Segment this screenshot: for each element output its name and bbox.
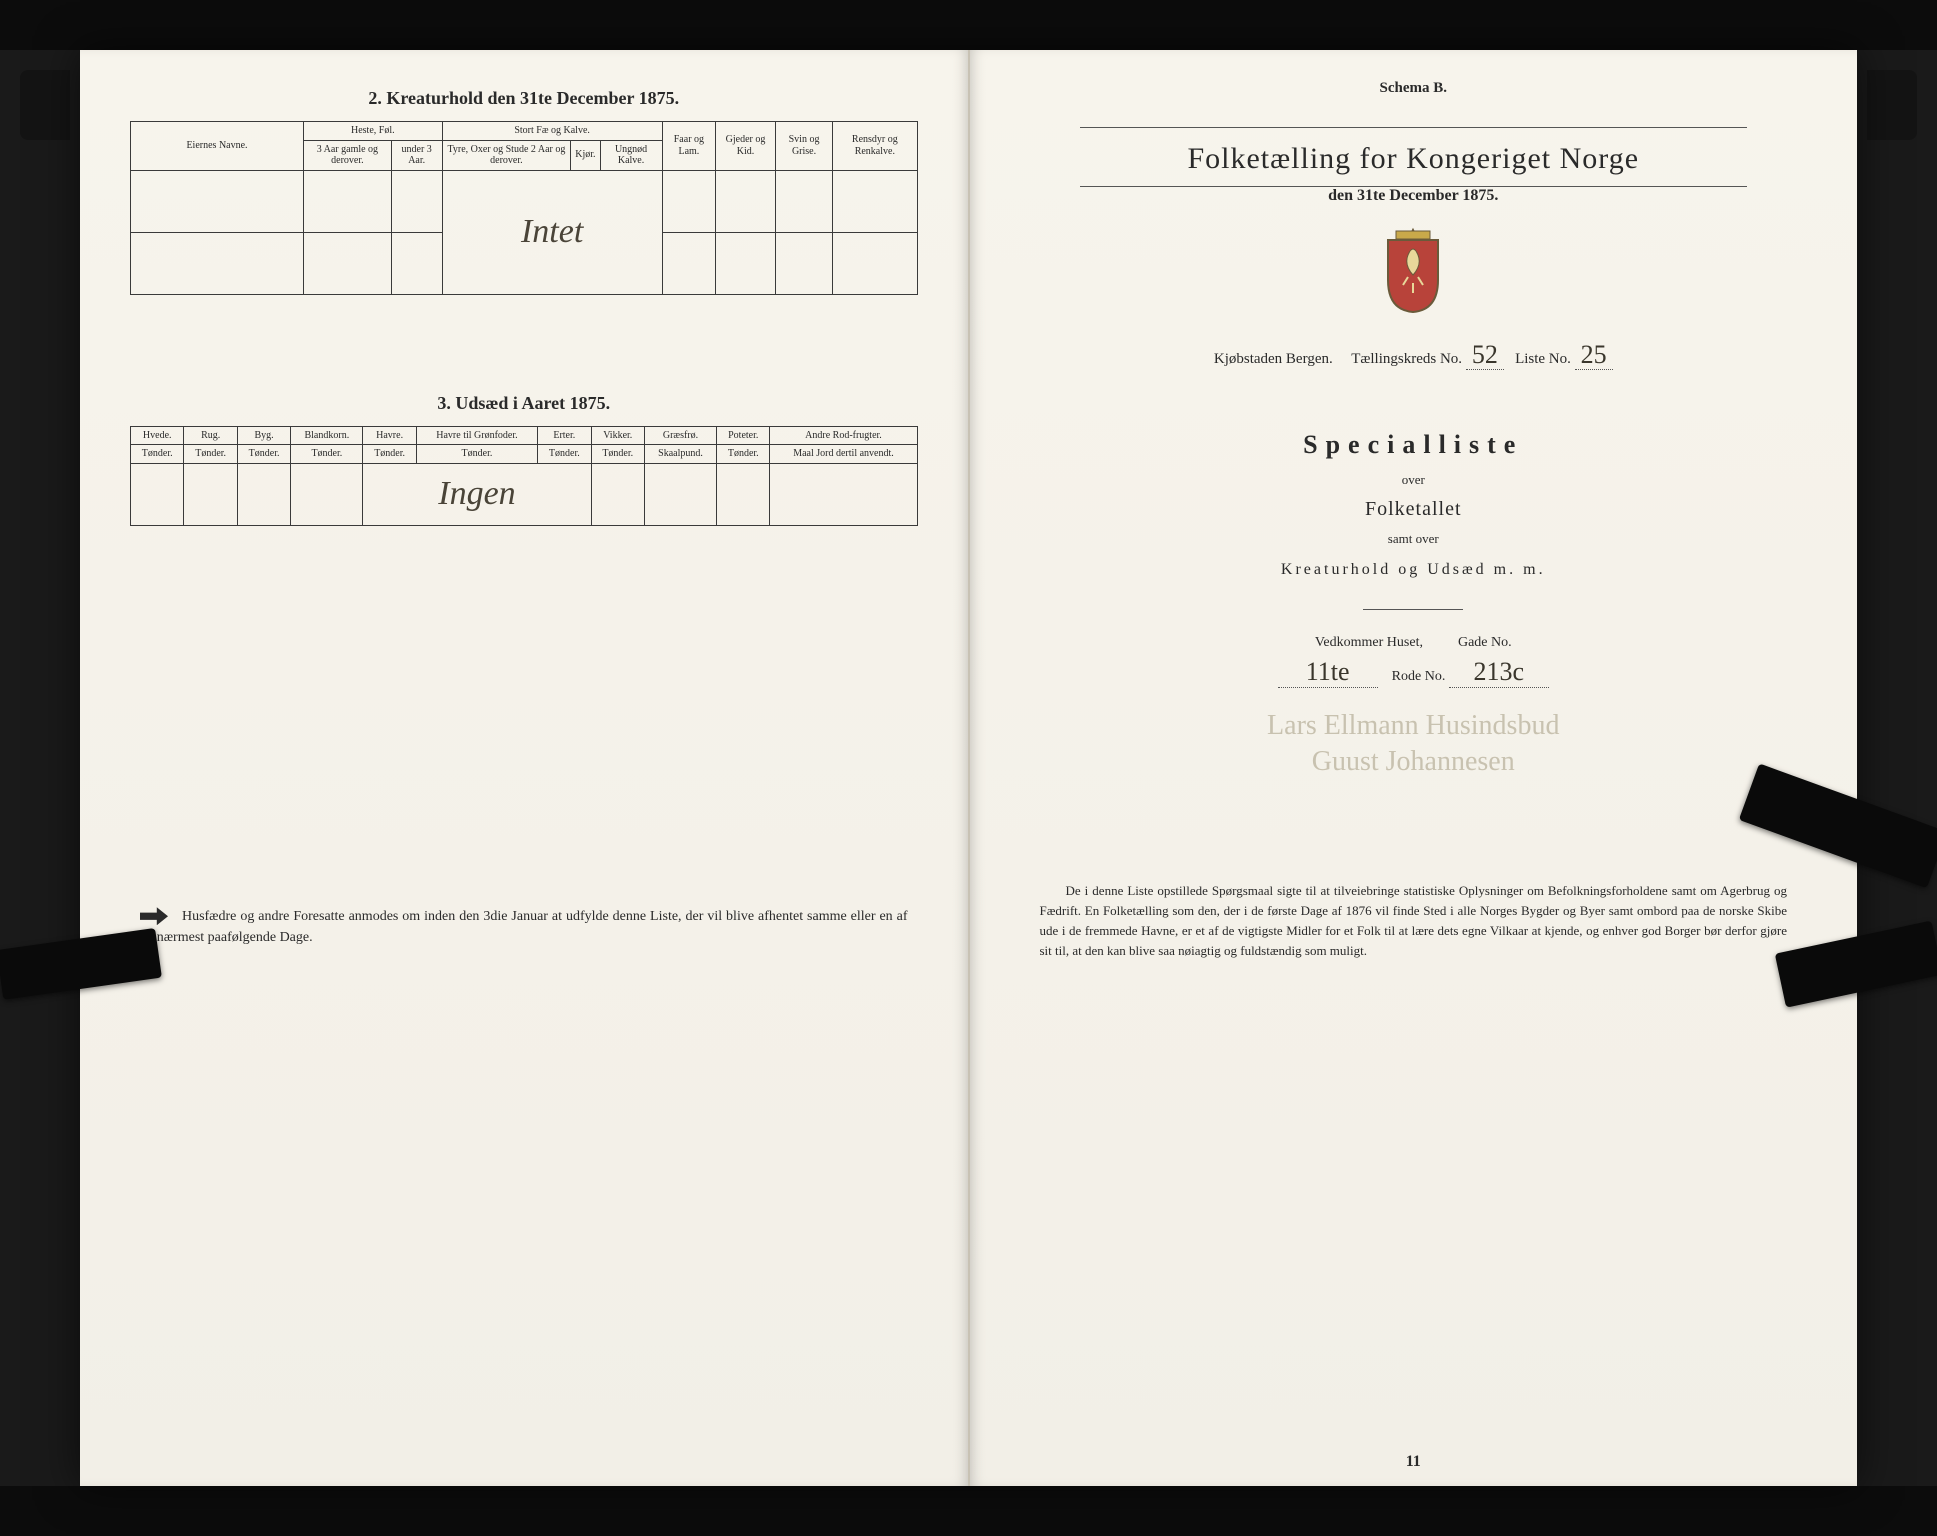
sowing-table: Hvede. Rug. Byg. Blandkorn. Havre. Havre… [130, 426, 918, 526]
cell [717, 463, 770, 525]
th-rye: Rug. [184, 426, 237, 445]
cell [662, 232, 716, 294]
th-potatoes: Poteter. [717, 426, 770, 445]
unit: Tønder. [184, 445, 237, 464]
house-line: Vedkommer Huset, Gade No. [1020, 635, 1808, 651]
th-peas: Erter. [538, 426, 591, 445]
cell [770, 463, 917, 525]
unit: Tønder. [291, 445, 363, 464]
section2-title: 2. Kreaturhold den 31te December 1875. [130, 88, 918, 109]
cell [291, 463, 363, 525]
binder-tab [20, 70, 70, 140]
th-cattle-group: Stort Fæ og Kalve. [442, 122, 662, 141]
cell [775, 232, 832, 294]
th-oats-fodder: Havre til Grønfoder. [416, 426, 537, 445]
livestock-table: Eiernes Navne. Heste, Føl. Stort Fæ og K… [130, 121, 918, 295]
unit: Tønder. [416, 445, 537, 464]
th-barley: Byg. [237, 426, 290, 445]
cell [131, 170, 304, 232]
section3-title: 3. Udsæd i Aaret 1875. [130, 393, 918, 414]
bottom-paragraph: De i denne Liste opstillede Spørgsmaal s… [1020, 881, 1808, 962]
liste-label: Liste No. [1515, 351, 1571, 367]
th-sheep: Faar og Lam. [662, 122, 716, 171]
cell [833, 170, 917, 232]
cell [644, 463, 716, 525]
right-page: Schema B. Folketælling for Kongeriget No… [970, 50, 1858, 1486]
cell [833, 232, 917, 294]
rode-line: 11te Rode No. 213c [1020, 657, 1808, 688]
city-label: Kjøbstaden Bergen. [1214, 351, 1333, 367]
census-date: den 31te December 1875. [1020, 187, 1808, 205]
sowing-handwritten: Ingen [363, 463, 591, 525]
cell [775, 170, 832, 232]
unit: Tønder. [538, 445, 591, 464]
th-pigs: Svin og Grise. [775, 122, 832, 171]
th-horse-a: 3 Aar gamle og derover. [304, 140, 392, 170]
scanner-edge-bottom [0, 1486, 1937, 1536]
kreatur-line: Kreaturhold og Udsæd m. m. [1020, 561, 1808, 579]
unit: Maal Jord dertil anvendt. [770, 445, 917, 464]
th-reindeer: Rensdyr og Renkalve. [833, 122, 917, 171]
cell [131, 463, 184, 525]
faint-line-2: Guust Johannesen [1020, 744, 1808, 780]
samt-label: samt over [1020, 531, 1808, 547]
unit: Tønder. [363, 445, 416, 464]
left-page: 2. Kreaturhold den 31te December 1875. E… [80, 50, 970, 1486]
cell [591, 463, 644, 525]
page-number: 11 [1406, 1453, 1421, 1471]
folketallet-label: Folketallet [1020, 498, 1808, 521]
th-owner: Eiernes Navne. [131, 122, 304, 171]
th-oats: Havre. [363, 426, 416, 445]
th-wheat: Hvede. [131, 426, 184, 445]
th-horse-group: Heste, Føl. [304, 122, 443, 141]
cell [304, 232, 392, 294]
cell [391, 170, 442, 232]
cell [662, 170, 716, 232]
schema-label: Schema B. [1020, 80, 1808, 97]
gade-value: 11te [1278, 657, 1378, 688]
unit: Skaalpund. [644, 445, 716, 464]
th-grass: Græsfrø. [644, 426, 716, 445]
book-spread: 2. Kreaturhold den 31te December 1875. E… [80, 50, 1857, 1486]
th-cattle-a: Tyre, Oxer og Stude 2 Aar og derover. [442, 140, 571, 170]
livestock-handwritten: Intet [442, 170, 662, 294]
th-horse-b: under 3 Aar. [391, 140, 442, 170]
binder-tab [1867, 70, 1917, 140]
faint-line-1: Lars Ellmann Husindsbud [1020, 708, 1808, 744]
coat-of-arms-icon [1378, 225, 1448, 315]
huset-label: Vedkommer Huset, [1315, 635, 1423, 650]
kreds-value: 52 [1466, 340, 1504, 370]
over-label: over [1020, 472, 1808, 488]
left-footnote: Husfædre og andre Foresatte anmodes om i… [130, 906, 918, 948]
th-roots: Andre Rod-frugter. [770, 426, 917, 445]
th-goats: Gjeder og Kid. [716, 122, 776, 171]
cell [237, 463, 290, 525]
th-cattle-c: Ungnød Kalve. [600, 140, 662, 170]
unit: Tønder. [131, 445, 184, 464]
rode-label: Rode No. [1392, 669, 1446, 684]
location-line: Kjøbstaden Bergen. Tællingskreds No. 52 … [1020, 340, 1808, 370]
cell [184, 463, 237, 525]
scanner-edge-top [0, 0, 1937, 50]
unit: Tønder. [237, 445, 290, 464]
cell [716, 170, 776, 232]
census-title: Folketælling for Kongeriget Norge [1080, 142, 1748, 176]
cell [391, 232, 442, 294]
th-mixed: Blandkorn. [291, 426, 363, 445]
liste-value: 25 [1575, 340, 1613, 370]
unit: Tønder. [717, 445, 770, 464]
cell [304, 170, 392, 232]
kreds-label: Tællingskreds No. [1351, 351, 1462, 367]
rode-value: 213c [1449, 657, 1549, 688]
footnote-text: Husfædre og andre Foresatte anmodes om i… [140, 909, 908, 945]
th-vetch: Vikker. [591, 426, 644, 445]
th-cattle-b: Kjør. [571, 140, 600, 170]
faint-handwriting: Lars Ellmann Husindsbud Guust Johannesen [1020, 708, 1808, 781]
pointing-hand-icon [140, 907, 168, 925]
unit: Tønder. [591, 445, 644, 464]
cell [131, 232, 304, 294]
cell [716, 232, 776, 294]
specialliste-title: Specialliste [1020, 430, 1808, 460]
gade-label: Gade No. [1458, 635, 1512, 650]
